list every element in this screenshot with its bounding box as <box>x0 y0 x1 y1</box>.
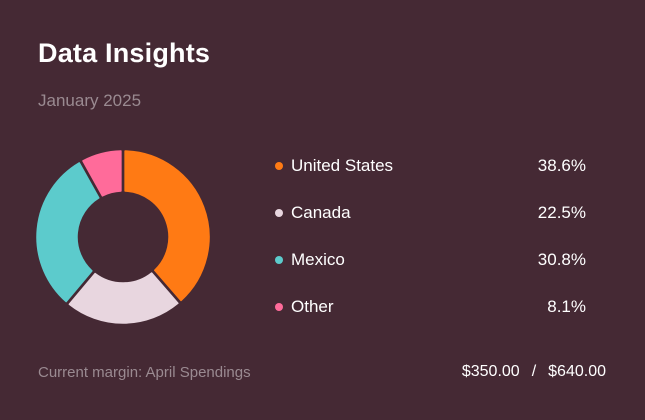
legend-label: Mexico <box>291 250 345 269</box>
margin-label: Current margin: April Spendings <box>38 364 251 381</box>
donut-slice-united-states <box>124 150 210 302</box>
legend-value: 22.5% <box>537 203 586 222</box>
page-subtitle: January 2025 <box>38 91 142 110</box>
legend-item-canada: Canada 22.5% <box>274 199 586 227</box>
margin-separator: / <box>531 363 537 380</box>
margin-values: $350.00 / $640.00 <box>462 363 606 381</box>
legend-dot-icon <box>275 256 283 264</box>
legend-label: United States <box>291 156 394 175</box>
page-title: Data Insights <box>38 38 211 68</box>
legend-value: 8.1% <box>547 297 586 316</box>
legend-item-mexico: Mexico 30.8% <box>274 246 586 274</box>
legend-value: 30.8% <box>537 250 586 269</box>
legend-label: Canada <box>291 203 351 222</box>
donut-chart <box>36 150 210 324</box>
legend-dot-icon <box>275 303 283 311</box>
legend-value: 38.6% <box>537 156 586 175</box>
legend-item-other: Other 8.1% <box>274 293 586 321</box>
legend-dot-icon <box>275 162 283 170</box>
donut-slice-canada <box>68 272 179 324</box>
margin-total-value: $640.00 <box>548 363 606 380</box>
legend-item-united-states: United States 38.6% <box>274 152 586 180</box>
legend-dot-icon <box>275 209 283 217</box>
donut-slice-other <box>82 150 122 197</box>
donut-slice-mexico <box>36 162 100 303</box>
margin-current-value: $350.00 <box>461 363 520 380</box>
legend-label: Other <box>291 297 334 316</box>
